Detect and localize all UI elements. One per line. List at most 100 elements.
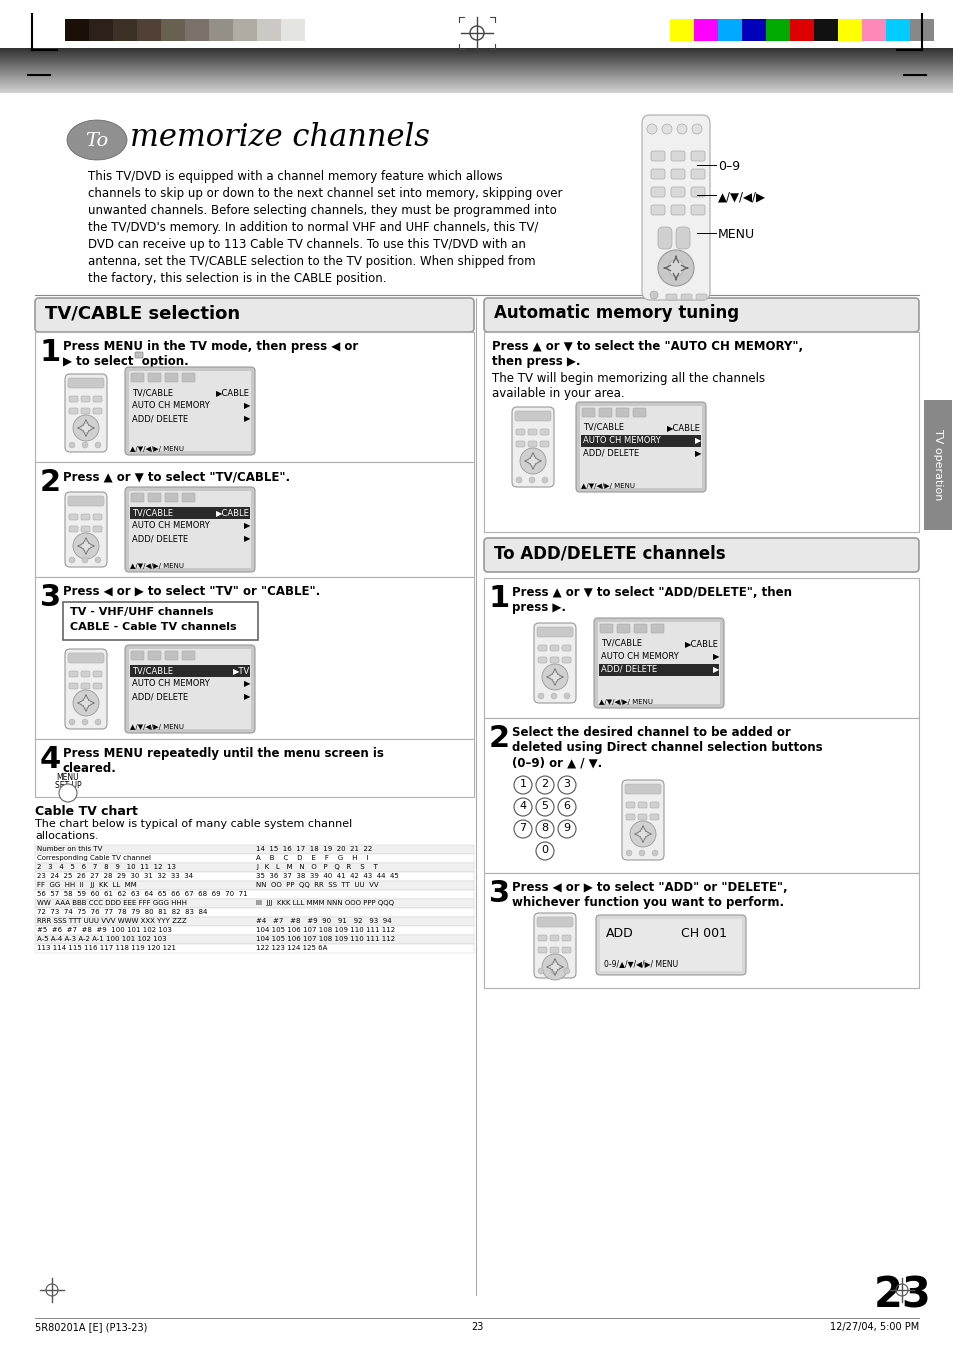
Text: ADD/ DELETE: ADD/ DELETE <box>132 413 188 423</box>
FancyBboxPatch shape <box>512 407 554 486</box>
Text: ▶: ▶ <box>243 521 250 530</box>
FancyBboxPatch shape <box>550 657 558 663</box>
FancyBboxPatch shape <box>148 373 161 382</box>
Circle shape <box>537 969 543 974</box>
Text: available in your area.: available in your area. <box>492 386 624 400</box>
Circle shape <box>514 820 532 838</box>
Text: MENU: MENU <box>56 773 79 782</box>
FancyBboxPatch shape <box>621 780 663 861</box>
Text: Cable TV chart: Cable TV chart <box>35 805 138 817</box>
Text: ▶: ▶ <box>243 680 250 688</box>
Circle shape <box>558 798 576 816</box>
Bar <box>35 854 474 863</box>
Text: Corresponding Cable TV channel: Corresponding Cable TV channel <box>37 855 151 861</box>
Bar <box>35 935 474 944</box>
FancyBboxPatch shape <box>81 684 90 689</box>
Bar <box>741 19 765 41</box>
Text: memorize channels: memorize channels <box>130 122 430 153</box>
Text: 5R80201A [E] (P13-23): 5R80201A [E] (P13-23) <box>35 1323 147 1332</box>
Bar <box>35 917 474 925</box>
Text: III  JJJ  KKK LLL MMM NNN OOO PPP QQQ: III JJJ KKK LLL MMM NNN OOO PPP QQQ <box>255 900 394 907</box>
Circle shape <box>69 719 75 725</box>
FancyBboxPatch shape <box>599 624 613 634</box>
Text: FF  GG  HH  II   JJ  KK  LL  MM: FF GG HH II JJ KK LL MM <box>37 882 136 888</box>
Text: ▶TV: ▶TV <box>233 666 250 676</box>
Text: ADD: ADD <box>605 927 633 940</box>
Text: Press ◀ or ▶ to select "ADD" or "DELETE",: Press ◀ or ▶ to select "ADD" or "DELETE"… <box>512 881 787 894</box>
Text: AUTO CH MEMORY: AUTO CH MEMORY <box>582 436 660 444</box>
Bar <box>483 332 918 532</box>
Circle shape <box>536 775 554 794</box>
Text: 0-9/▲/▼/◀/▶/ MENU: 0-9/▲/▼/◀/▶/ MENU <box>603 959 678 969</box>
Circle shape <box>646 124 657 134</box>
Text: TV/CABLE: TV/CABLE <box>132 508 172 517</box>
Bar <box>305 19 329 41</box>
Text: 3: 3 <box>563 780 570 789</box>
Circle shape <box>541 954 567 979</box>
Text: ADD/ DELETE: ADD/ DELETE <box>132 692 188 701</box>
FancyBboxPatch shape <box>92 684 102 689</box>
Text: ADD/ DELETE: ADD/ DELETE <box>582 449 639 458</box>
Bar <box>598 621 720 704</box>
FancyBboxPatch shape <box>641 115 709 300</box>
Text: 3: 3 <box>40 584 61 612</box>
Text: the factory, this selection is in the CABLE position.: the factory, this selection is in the CA… <box>88 272 386 285</box>
Text: cleared.: cleared. <box>63 762 117 775</box>
Bar <box>112 19 137 41</box>
Circle shape <box>563 693 569 698</box>
Text: To: To <box>85 132 109 150</box>
Circle shape <box>81 540 91 551</box>
Bar <box>923 400 951 530</box>
Bar <box>35 944 474 952</box>
FancyBboxPatch shape <box>650 624 663 634</box>
Text: J   K   L   M   N   O   P   Q   R    S    T: J K L M N O P Q R S T <box>255 865 377 870</box>
Text: 2: 2 <box>489 724 510 753</box>
Circle shape <box>73 534 99 559</box>
Circle shape <box>69 442 75 449</box>
FancyBboxPatch shape <box>650 151 664 161</box>
Circle shape <box>629 821 656 847</box>
Text: MENU: MENU <box>718 228 755 240</box>
Text: ▲/▼/◀/▶/ MENU: ▲/▼/◀/▶/ MENU <box>130 446 184 453</box>
FancyBboxPatch shape <box>676 227 689 249</box>
FancyBboxPatch shape <box>650 186 664 197</box>
Text: ▶: ▶ <box>694 449 700 458</box>
FancyBboxPatch shape <box>690 151 704 161</box>
FancyBboxPatch shape <box>539 440 548 447</box>
FancyBboxPatch shape <box>148 651 161 661</box>
Text: 2: 2 <box>40 467 61 497</box>
Circle shape <box>514 775 532 794</box>
Circle shape <box>658 250 693 286</box>
FancyBboxPatch shape <box>131 373 144 382</box>
Text: 2: 2 <box>541 780 548 789</box>
FancyBboxPatch shape <box>658 227 671 249</box>
FancyBboxPatch shape <box>516 440 524 447</box>
Circle shape <box>677 124 686 134</box>
Text: ADD/ DELETE: ADD/ DELETE <box>132 534 188 543</box>
Bar <box>765 19 789 41</box>
Bar <box>579 407 701 488</box>
Circle shape <box>82 719 88 725</box>
Text: 3: 3 <box>489 880 510 908</box>
FancyBboxPatch shape <box>125 367 254 455</box>
Text: ▲/▼/◀/▶: ▲/▼/◀/▶ <box>718 190 765 203</box>
Bar <box>130 665 250 677</box>
Text: unwanted channels. Before selecting channels, they must be programmed into: unwanted channels. Before selecting chan… <box>88 204 557 218</box>
Bar <box>35 863 474 871</box>
Text: channels to skip up or down to the next channel set into memory, skipping over: channels to skip up or down to the next … <box>88 186 562 200</box>
FancyBboxPatch shape <box>670 205 684 215</box>
Bar <box>89 19 112 41</box>
FancyBboxPatch shape <box>638 802 646 808</box>
FancyBboxPatch shape <box>561 657 571 663</box>
FancyBboxPatch shape <box>92 396 102 403</box>
Text: ▲/▼/◀/▶/ MENU: ▲/▼/◀/▶/ MENU <box>130 724 184 730</box>
Bar <box>63 603 257 640</box>
Bar <box>35 890 474 898</box>
Text: ▶: ▶ <box>243 413 250 423</box>
Circle shape <box>558 820 576 838</box>
FancyBboxPatch shape <box>65 492 107 567</box>
Text: 113 114 115 116 117 118 119 120 121: 113 114 115 116 117 118 119 120 121 <box>37 944 175 951</box>
FancyBboxPatch shape <box>148 493 161 503</box>
Text: ▶: ▶ <box>243 401 250 409</box>
Text: 4: 4 <box>40 744 61 774</box>
